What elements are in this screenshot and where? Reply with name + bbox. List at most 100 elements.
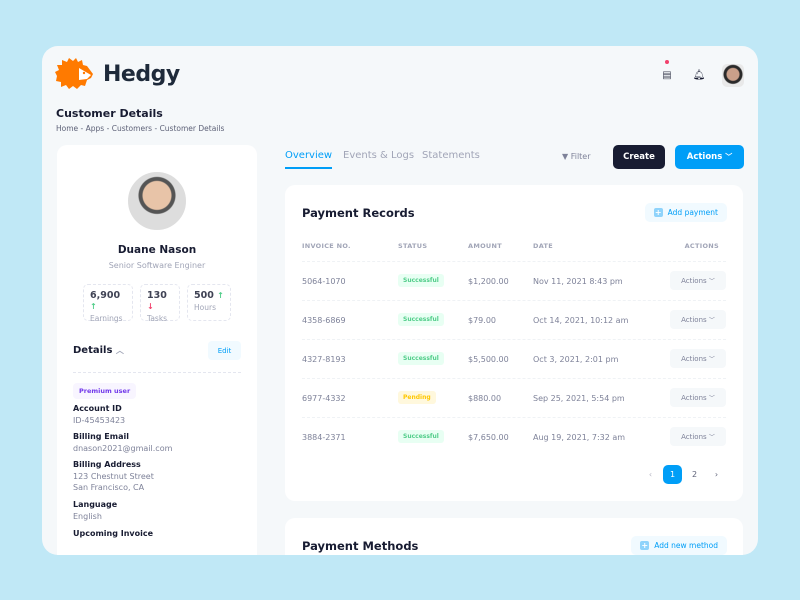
invoice-no: 3884-2371 — [302, 433, 346, 442]
invoice-no: 4358-6869 — [302, 316, 346, 325]
page-2-button[interactable]: 2 — [691, 470, 698, 479]
invoice-no: 5064-1070 — [302, 277, 346, 286]
table-row: 4358-6869 Successful $79.00 Oct 14, 2021… — [302, 300, 726, 339]
notification-dot — [665, 60, 669, 64]
stat-value: 130 — [147, 290, 167, 301]
breadcrumb-current: Customer Details — [159, 124, 225, 133]
premium-badge: Premium user — [73, 383, 137, 399]
breadcrumb-apps[interactable]: Apps — [85, 124, 105, 133]
status-badge: Successful — [398, 430, 444, 443]
stat-label: Hours — [194, 303, 216, 312]
divider — [73, 372, 241, 373]
arrow-up-icon: ↑ — [217, 291, 224, 300]
row-actions-label: Actions — [681, 393, 707, 402]
invoice-no: 6977-4332 — [302, 394, 346, 403]
amount: $880.00 — [468, 394, 502, 403]
plus-icon: + — [640, 541, 650, 550]
row-actions-label: Actions — [681, 354, 707, 363]
add-payment-label: Add payment — [667, 208, 718, 217]
amount: $1,200.00 — [468, 277, 509, 286]
date: Oct 14, 2021, 10:12 am — [533, 316, 629, 325]
edit-button[interactable]: Edit — [208, 341, 241, 360]
field-label: Language — [73, 500, 118, 509]
field-label: Account ID — [73, 404, 122, 413]
tab-overview[interactable]: Overview — [285, 150, 333, 169]
stat-value: 6,900 — [90, 290, 121, 301]
profile-name: Duane Nason — [117, 244, 197, 256]
status-badge: Pending — [398, 391, 436, 404]
app-name: Hedgy — [103, 61, 180, 87]
details-toggle[interactable]: Details ︿ — [73, 345, 124, 356]
field-label: Billing Address — [73, 460, 141, 469]
date: Sep 25, 2021, 5:54 pm — [533, 394, 625, 403]
bell-icon: 🔔︎ — [692, 69, 706, 81]
tab-statements[interactable]: Statements — [422, 150, 480, 161]
filter-button[interactable]: ▼ Filter — [562, 152, 591, 161]
status-badge: Successful — [398, 274, 444, 287]
next-page-button[interactable]: › — [714, 470, 719, 479]
stat-label: Tasks — [147, 314, 168, 323]
arrow-down-icon: ↓ — [147, 302, 154, 311]
chevron-down-icon: ﹀ — [708, 356, 715, 363]
logo[interactable]: Hedgy — [55, 58, 180, 90]
row-actions-label: Actions — [681, 276, 707, 285]
chevron-down-icon: ﹀ — [708, 395, 715, 402]
actions-label: Actions — [686, 152, 723, 162]
field-value: dnason2021@gmail.com — [73, 444, 173, 453]
row-actions-button[interactable]: Actions ﹀ — [670, 349, 726, 368]
col-invoice: INVOICE NO. — [302, 242, 351, 250]
add-payment-button[interactable]: + Add payment — [644, 203, 727, 222]
card-title: Payment Methods — [302, 539, 419, 553]
create-button[interactable]: Create — [613, 145, 665, 169]
arrow-up-icon: ↑ — [90, 302, 97, 311]
row-actions-button[interactable]: Actions ﹀ — [670, 427, 726, 446]
amount: $7,650.00 — [468, 433, 509, 442]
chevron-up-icon: ︿ — [115, 346, 124, 355]
chevron-down-icon: ﹀ — [708, 317, 715, 324]
actions-button[interactable]: Actions ﹀ — [675, 145, 744, 169]
add-method-button[interactable]: + Add new method — [631, 536, 727, 555]
stat-tasks: 130 ↓ Tasks — [140, 284, 180, 323]
invoice-no: 4327-8193 — [302, 355, 346, 364]
payment-methods-card: Payment Methods + Add new method — [285, 518, 743, 555]
stat-hours: 500 ↑ Hours — [187, 284, 231, 321]
add-method-label: Add new method — [654, 541, 718, 550]
breadcrumb-customers[interactable]: Customers — [111, 124, 153, 133]
col-amount: AMOUNT — [468, 242, 502, 250]
breadcrumb-home[interactable]: Home — [56, 124, 79, 133]
chat-button[interactable]: ▤ — [656, 60, 678, 86]
breadcrumb: Home - Apps - Customers - Customer Detai… — [56, 124, 224, 133]
date: Oct 3, 2021, 2:01 pm — [533, 355, 619, 364]
status-badge: Successful — [398, 352, 444, 365]
tab-events-logs[interactable]: Events & Logs — [343, 150, 415, 161]
profile-panel: Duane Nason Senior Software Enginer 6,90… — [57, 145, 257, 555]
user-avatar[interactable] — [722, 64, 744, 87]
details-title: Details — [73, 345, 113, 356]
breadcrumb-sep: - — [80, 124, 84, 133]
breadcrumb-sep: - — [154, 124, 158, 133]
row-actions-button[interactable]: Actions ﹀ — [670, 271, 726, 290]
payment-records-card: Payment Records + Add payment INVOICE NO.… — [285, 185, 743, 501]
amount: $5,500.00 — [468, 355, 509, 364]
row-actions-label: Actions — [681, 432, 707, 441]
amount: $79.00 — [468, 316, 496, 325]
col-actions: ACTIONS — [684, 242, 719, 250]
bell-button[interactable]: 🔔︎ — [688, 64, 710, 86]
field-value: San Francisco, CA — [73, 483, 145, 492]
chat-icon: ▤ — [662, 69, 672, 81]
stat-value: 500 — [194, 290, 214, 301]
chevron-down-icon: ﹀ — [708, 278, 715, 285]
app-frame: Hedgy Customer Details Home - Apps - Cus… — [42, 46, 758, 555]
col-date: DATE — [533, 242, 553, 250]
row-actions-button[interactable]: Actions ﹀ — [670, 310, 726, 329]
field-value: English — [73, 512, 102, 521]
status-badge: Successful — [398, 313, 444, 326]
table-row: 4327-8193 Successful $5,500.00 Oct 3, 20… — [302, 339, 726, 378]
table-row: 3884-2371 Successful $7,650.00 Aug 19, 2… — [302, 417, 726, 456]
row-actions-button[interactable]: Actions ﹀ — [670, 388, 726, 407]
page-title: Customer Details — [56, 107, 163, 120]
field-value: 123 Chestnut Street — [73, 472, 154, 481]
page-1-button[interactable]: 1 — [663, 465, 682, 484]
field-label: Billing Email — [73, 432, 129, 441]
prev-page-button[interactable]: ‹ — [648, 470, 653, 479]
